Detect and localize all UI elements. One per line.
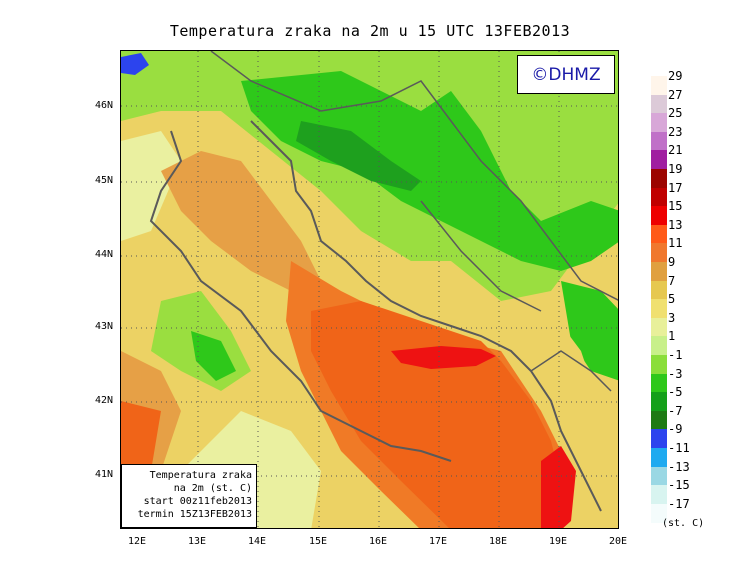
copyright-label: ©DHMZ [517, 55, 615, 94]
legend-label: 1 [668, 329, 676, 344]
coastline-italy [149, 130, 452, 462]
lat-label: 46N [94, 100, 113, 111]
lat-label: 45N [94, 175, 113, 186]
lat-label: 41N [94, 469, 113, 480]
map-title: Temperatura zraka na 2m u 15 UTC 13FEB20… [169, 22, 571, 40]
legend-label: 7 [668, 273, 676, 288]
info-line-4: termin 15Z13FEB2013 [137, 509, 252, 520]
legend-swatch [651, 336, 667, 356]
legend-swatch [651, 448, 667, 468]
legend-swatch [651, 410, 667, 430]
legend-unit: (st. C) [662, 518, 705, 529]
legend-swatch [651, 280, 667, 300]
legend-swatch [651, 317, 667, 337]
legend-label: 27 [668, 87, 683, 102]
legend-label: 3 [668, 310, 676, 325]
info-box: Temperatura zraka na 2m (st. C) start 00… [121, 464, 257, 528]
green-dark-north [241, 71, 618, 271]
map-canvas [121, 51, 618, 528]
tyrrhenian-sea [121, 401, 161, 481]
legend-swatch [651, 206, 667, 226]
legend-swatch [651, 299, 667, 319]
land-light-band [121, 131, 181, 241]
legend-swatch [651, 131, 667, 151]
lat-label: 43N [94, 321, 113, 332]
legend-label: 17 [668, 180, 683, 195]
legend-swatch [651, 355, 667, 375]
lon-label: 15E [308, 536, 328, 547]
legend-label: -5 [668, 385, 683, 400]
green-italy-dark [191, 331, 236, 381]
legend-label: -17 [668, 496, 690, 511]
legend-swatch [651, 94, 667, 114]
lon-label: 20E [608, 536, 628, 547]
lat-label: 44N [94, 249, 113, 260]
legend-label: -7 [668, 403, 683, 418]
coastline-east [250, 120, 602, 512]
legend-swatch [651, 429, 667, 449]
legend-swatch [651, 113, 667, 133]
legend-label: 19 [668, 162, 683, 176]
legend-swatch [651, 187, 667, 207]
legend-label: 15 [668, 199, 683, 214]
central-hotspot [391, 346, 496, 369]
yellow-east [501, 301, 618, 528]
legend-swatch [651, 150, 667, 170]
legend-swatch [651, 373, 667, 393]
legend-swatch [651, 503, 667, 523]
lon-label: 18E [488, 536, 508, 547]
legend-swatch [651, 485, 667, 505]
green-darkest-strip [296, 121, 421, 191]
lon-label: 13E [187, 536, 207, 547]
green-east [561, 281, 618, 381]
lon-label: 16E [368, 536, 388, 547]
border-lines [210, 51, 618, 392]
legend-swatch [651, 224, 667, 244]
legend-swatch [651, 76, 667, 96]
lon-label: 14E [247, 536, 267, 547]
temperature-map: ©DHMZ Temperatura zraka na 2m (st. C) st… [120, 50, 619, 529]
lon-label: 19E [548, 536, 568, 547]
legend-label: -1 [668, 348, 683, 362]
info-line-2: na 2m (st. C) [173, 483, 252, 494]
legend-label: -15 [668, 478, 690, 493]
legend-label: -13 [668, 459, 690, 474]
lon-label: 17E [428, 536, 448, 547]
lat-label: 42N [94, 395, 113, 406]
info-line-1: Temperatura zraka [149, 470, 252, 481]
legend-label: 13 [668, 217, 683, 232]
legend-label: 5 [668, 292, 676, 307]
legend-swatch [651, 243, 667, 263]
legend-label: 25 [668, 106, 683, 121]
legend-swatch [651, 169, 667, 189]
legend-label: 11 [668, 236, 683, 251]
legend-swatch [651, 392, 667, 412]
legend-label: 21 [668, 143, 683, 158]
legend-label: 29 [668, 69, 683, 83]
legend-label: -11 [668, 441, 690, 455]
legend-label: -9 [668, 422, 683, 437]
info-line-3: start 00z11feb2013 [143, 496, 252, 507]
legend-swatch [651, 262, 667, 282]
lon-label: 12E [127, 536, 147, 547]
graticule [121, 51, 618, 528]
cold-spot-northwest [121, 53, 149, 75]
legend-label: -3 [668, 366, 683, 381]
legend-label: 23 [668, 124, 683, 139]
legend-swatch [651, 466, 667, 486]
legend-label: 9 [668, 255, 676, 269]
